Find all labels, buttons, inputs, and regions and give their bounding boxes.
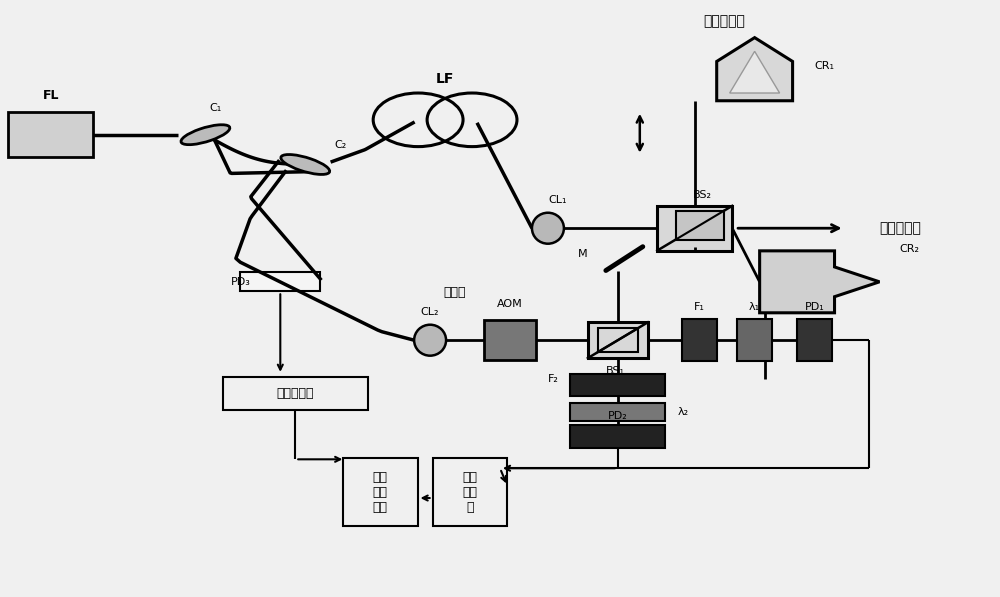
Text: AOM: AOM	[497, 300, 523, 309]
Text: λ₁: λ₁	[749, 302, 760, 312]
Text: C₁: C₁	[209, 103, 222, 113]
Bar	[223, 377, 368, 410]
Bar	[657, 206, 732, 251]
Ellipse shape	[181, 125, 230, 144]
Polygon shape	[730, 51, 780, 93]
Text: C₂: C₂	[334, 140, 346, 150]
Text: BS₂: BS₂	[693, 190, 712, 201]
Bar	[598, 328, 638, 352]
Bar	[588, 322, 648, 358]
Text: M: M	[578, 249, 588, 259]
Text: 频率计数器: 频率计数器	[277, 387, 314, 401]
Text: CL₁: CL₁	[549, 195, 567, 205]
Text: 参考臂: 参考臂	[444, 286, 466, 299]
Text: F₁: F₁	[694, 302, 705, 312]
Bar	[737, 319, 772, 361]
Bar	[676, 211, 724, 239]
Bar	[570, 426, 665, 448]
Bar	[484, 320, 536, 361]
Ellipse shape	[532, 213, 564, 244]
Text: F₂: F₂	[547, 374, 558, 384]
Bar	[433, 458, 507, 527]
Text: CR₂: CR₂	[899, 244, 919, 254]
Text: LF: LF	[436, 72, 454, 87]
Polygon shape	[760, 251, 879, 313]
Text: CL₂: CL₂	[421, 307, 439, 316]
Bar	[570, 403, 665, 421]
Text: λ₂: λ₂	[677, 407, 688, 417]
Bar	[570, 374, 665, 396]
Text: BS₁: BS₁	[606, 366, 625, 376]
Text: PD₂: PD₂	[608, 411, 628, 421]
Text: CR₁: CR₁	[815, 61, 835, 71]
Text: PD₃: PD₃	[230, 277, 250, 287]
Text: 锁相
放大
器: 锁相 放大 器	[463, 470, 478, 513]
Text: 信号
处理
系统: 信号 处理 系统	[373, 470, 388, 513]
Polygon shape	[717, 38, 793, 101]
Ellipse shape	[414, 325, 446, 356]
Ellipse shape	[281, 155, 330, 174]
Text: 可动测量臂: 可动测量臂	[704, 14, 746, 29]
Text: FL: FL	[42, 90, 59, 103]
Bar	[797, 319, 832, 361]
Bar	[682, 319, 717, 361]
Text: 固定测量臂: 固定测量臂	[879, 221, 921, 235]
Bar	[240, 272, 320, 291]
Bar	[343, 458, 418, 527]
Text: PD₁: PD₁	[805, 302, 824, 312]
Bar	[8, 112, 93, 157]
